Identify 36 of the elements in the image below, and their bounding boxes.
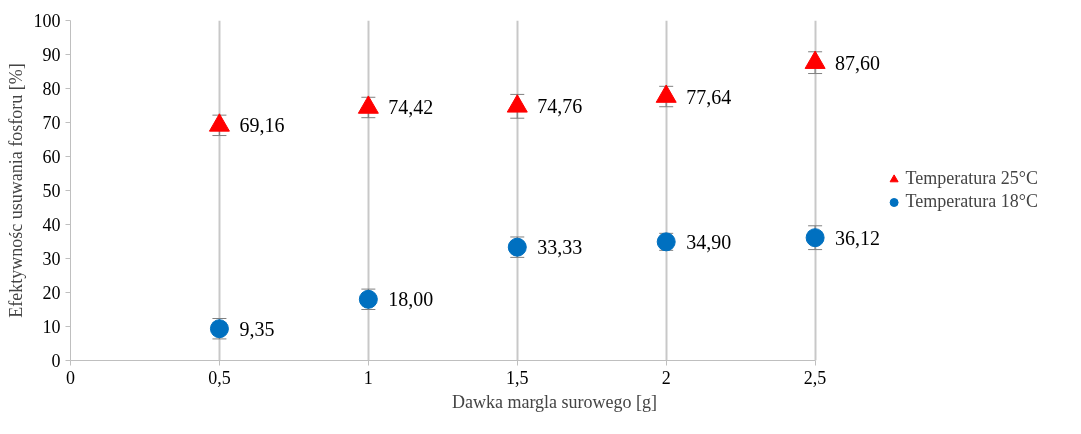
data-label: 9,35 (239, 317, 275, 340)
legend-label: Temperatura 18°C (905, 191, 1038, 212)
y-tick-label: 90 (42, 45, 61, 65)
x-tick-label: 2,5 (803, 367, 827, 388)
data-label: 36,12 (835, 226, 881, 249)
x-tick-label: 0 (66, 367, 75, 388)
y-tick-label: 100 (33, 11, 61, 31)
data-label: 18,00 (388, 288, 434, 311)
data-label: 74,76 (537, 95, 583, 118)
y-tick-label: 20 (42, 283, 61, 303)
y-tick-label: 30 (42, 249, 61, 269)
data-label: 34,90 (686, 230, 732, 253)
y-axis-title: Efektywnośc usuwania fosforu [%] (5, 63, 26, 318)
x-tick-label: 0,5 (208, 367, 231, 388)
x-tick-label: 2 (661, 367, 671, 388)
x-tick-label: 1,5 (506, 367, 529, 388)
data-label: 87,60 (835, 51, 881, 74)
y-tick-label: 0 (51, 351, 61, 371)
y-tick-label: 40 (42, 215, 61, 235)
data-label: 69,16 (239, 114, 285, 137)
point (506, 94, 528, 113)
y-tick-label: 80 (42, 79, 61, 99)
y-tick-label: 50 (42, 181, 61, 201)
point (804, 50, 826, 69)
y-tick-label: 10 (42, 317, 61, 337)
point (357, 95, 379, 114)
legend-label: Temperatura 25°C (905, 168, 1038, 189)
data-label: 33,33 (537, 236, 583, 259)
y-tick-label: 60 (42, 147, 61, 167)
y-tick-label: 70 (42, 113, 61, 133)
data-label: 77,64 (686, 85, 732, 108)
point (208, 113, 230, 132)
x-axis-title: Dawka margla surowego [g] (451, 391, 658, 412)
point (655, 84, 677, 103)
data-label: 74,42 (388, 96, 434, 119)
x-tick-label: 1 (363, 367, 373, 388)
